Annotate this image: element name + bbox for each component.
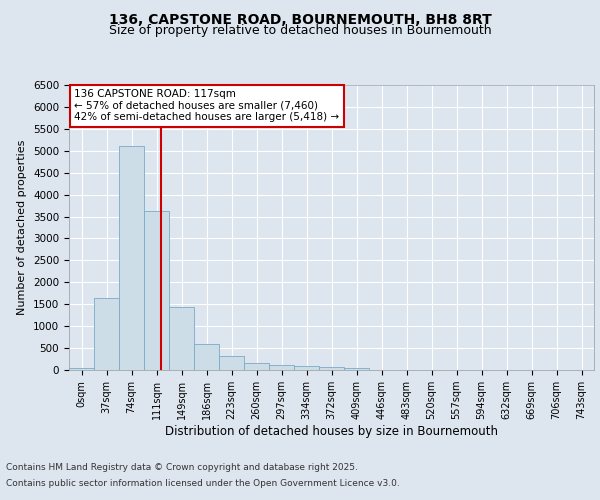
Bar — [319, 368, 344, 370]
Bar — [244, 363, 269, 370]
Bar — [119, 146, 144, 370]
Bar — [344, 368, 369, 370]
Bar — [144, 212, 169, 370]
Bar — [169, 308, 194, 370]
Bar — [194, 344, 219, 370]
Bar — [69, 368, 94, 370]
Text: Contains public sector information licensed under the Open Government Licence v3: Contains public sector information licen… — [6, 478, 400, 488]
Text: 136, CAPSTONE ROAD, BOURNEMOUTH, BH8 8RT: 136, CAPSTONE ROAD, BOURNEMOUTH, BH8 8RT — [109, 12, 491, 26]
Bar — [94, 298, 119, 370]
Bar — [269, 365, 294, 370]
X-axis label: Distribution of detached houses by size in Bournemouth: Distribution of detached houses by size … — [165, 425, 498, 438]
Y-axis label: Number of detached properties: Number of detached properties — [17, 140, 28, 315]
Text: 136 CAPSTONE ROAD: 117sqm
← 57% of detached houses are smaller (7,460)
42% of se: 136 CAPSTONE ROAD: 117sqm ← 57% of detac… — [74, 90, 340, 122]
Bar — [294, 366, 319, 370]
Bar — [219, 356, 244, 370]
Text: Contains HM Land Registry data © Crown copyright and database right 2025.: Contains HM Land Registry data © Crown c… — [6, 464, 358, 472]
Text: Size of property relative to detached houses in Bournemouth: Size of property relative to detached ho… — [109, 24, 491, 37]
